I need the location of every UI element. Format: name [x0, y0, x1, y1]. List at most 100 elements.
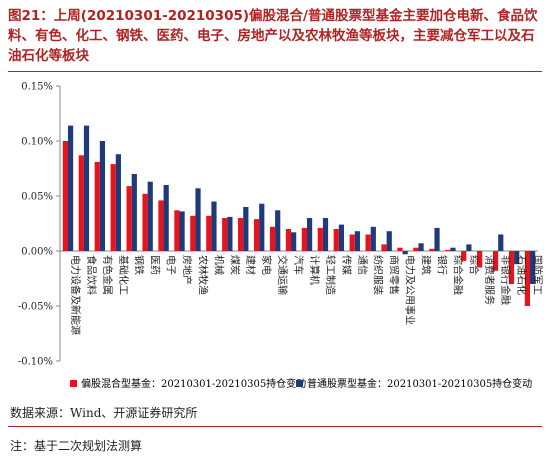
bar-series-1: [94, 161, 100, 251]
bar-series-2: [227, 216, 233, 251]
bar-series-2: [275, 210, 281, 251]
data-source: 数据来源：Wind、开源证券研究所: [10, 406, 198, 420]
x-category-label: 传媒: [340, 255, 352, 275]
x-category-label: 非银行金融: [499, 255, 512, 305]
bar-series-2: [402, 251, 408, 255]
bar-series-2: [322, 218, 329, 251]
bar-series-1: [126, 186, 132, 251]
bar-series-1: [301, 227, 307, 251]
x-category-label: 交通运输: [276, 255, 289, 295]
bar-series-1: [413, 247, 419, 251]
bar-series-2: [259, 203, 265, 251]
bar-series-2: [291, 232, 297, 251]
bar-series-1: [349, 234, 355, 251]
x-category-label: 医药: [149, 255, 161, 275]
bar-series-1: [253, 219, 260, 251]
x-category-label: 基础化工: [117, 255, 130, 295]
x-category-label: 建筑: [420, 255, 433, 275]
bar-series-2: [306, 218, 313, 251]
bar-series-2: [418, 243, 424, 251]
bar-series-1: [238, 218, 244, 251]
bar-chart: 0.15% 0.10% 0.05% 0.00% -0.05% -0.10% 电力设备及新能…: [18, 82, 544, 391]
bar-series-2: [179, 211, 185, 251]
bar-series-2: [83, 125, 90, 251]
x-category-label: 通信: [356, 255, 368, 275]
bar-series-1: [429, 248, 435, 251]
bar-series-2: [354, 231, 360, 251]
bar-series-2: [243, 207, 249, 251]
bar-series-2: [498, 234, 504, 251]
x-category-label: 有色金属: [101, 255, 114, 295]
x-category-label: 机械: [212, 255, 225, 275]
bar-series-1: [190, 215, 196, 251]
note: 注：基于二次规划法测算: [10, 439, 143, 453]
bar-series-1: [381, 244, 387, 251]
bar-series-1: [508, 251, 515, 284]
bar-series-2: [466, 244, 472, 251]
y-tick-label: 0.10%: [21, 137, 53, 148]
legend-swatch-series-1: [70, 380, 77, 387]
x-category-label: 钢铁: [133, 255, 146, 275]
x-category-label: 消费者服务: [483, 255, 496, 305]
bar-series-2: [514, 251, 520, 265]
x-category-label: 综合金融: [451, 255, 464, 295]
x-category-label: 农林牧渔: [196, 255, 209, 295]
y-tick-label: 0.05%: [21, 192, 53, 203]
bar-series-2: [450, 247, 456, 251]
x-category-label: 电力设备及新能源: [69, 255, 82, 335]
bar-series-1: [158, 200, 164, 251]
bar-series-2: [99, 141, 106, 251]
x-category-label: 建材: [244, 255, 257, 275]
bar-series-1: [285, 229, 292, 251]
x-category-label: 石油石化: [515, 255, 528, 295]
bar-series-1: [222, 218, 228, 251]
y-axis: 0.15% 0.10% 0.05% 0.00% -0.05% -0.10%: [18, 82, 538, 368]
bar-series-2: [163, 185, 169, 251]
bar-series-1: [269, 226, 276, 251]
bar-series-1: [62, 141, 68, 251]
bar-series-2: [338, 224, 345, 251]
y-tick-label: -0.10%: [18, 357, 53, 368]
figure-title: 图21：上周(20210301-20210305)偏股混合/普通股票型基金主要加…: [8, 8, 538, 64]
bar-series-1: [445, 249, 451, 251]
y-tick-label: -0.05%: [18, 302, 53, 313]
x-category-label: 银行: [435, 255, 448, 275]
bar-series-2: [147, 181, 153, 251]
bar-series-1: [333, 229, 339, 251]
x-category-label: 国防军工: [531, 255, 544, 295]
x-category-label: 电力及公用事业: [404, 255, 417, 325]
bar-series-1: [365, 234, 371, 251]
x-category-label: 食品饮料: [85, 255, 98, 295]
x-category-label: 电子: [165, 255, 178, 275]
y-tick-label: 0.00%: [21, 247, 53, 258]
y-tick-label: 0.15%: [21, 82, 53, 93]
bar-series-1: [142, 193, 148, 251]
bar-series-2: [131, 174, 137, 251]
x-category-label: 煤炭: [228, 255, 241, 275]
bar-series-2: [67, 125, 74, 251]
x-category-label: 商贸零售: [388, 255, 401, 295]
x-category-label: 家电: [260, 255, 273, 275]
bar-series-2: [211, 201, 217, 251]
legend-swatch-series-2: [296, 380, 303, 387]
bar-series-2: [370, 226, 376, 251]
bar-series-2: [195, 188, 201, 251]
bar-series-1: [206, 215, 212, 251]
bar-series-1: [78, 155, 84, 251]
bar-series-1: [110, 164, 116, 251]
legend-label-series-2: 普通股票型基金：20210301-20210305持仓变动: [307, 377, 532, 390]
title-rule: [8, 71, 542, 72]
x-category-label: 汽车: [292, 255, 305, 275]
legend-label-series-1: 偏股混合型基金：20210301-20210305持仓变动: [81, 377, 306, 390]
bar-series-1: [317, 227, 323, 251]
bar-series-2: [115, 154, 121, 251]
x-axis-labels: 电力设备及新能源 食品饮料 有色金属 基础化工 钢铁 医药 电子 房地产 农林牧渔 机械 煤炭 建材家…: [69, 255, 544, 335]
bar-series-1: [174, 210, 180, 251]
legend: 偏股混合型基金：20210301-20210305持仓变动 普通股票型基金：20…: [70, 377, 532, 390]
x-category-label: 轻工制造: [324, 255, 337, 295]
bar-series-1: [397, 247, 403, 251]
bar-series-2: [434, 227, 440, 251]
x-category-label: 房地产: [181, 255, 194, 285]
bar-series-1: [461, 251, 467, 261]
bar-series-2: [530, 251, 536, 284]
